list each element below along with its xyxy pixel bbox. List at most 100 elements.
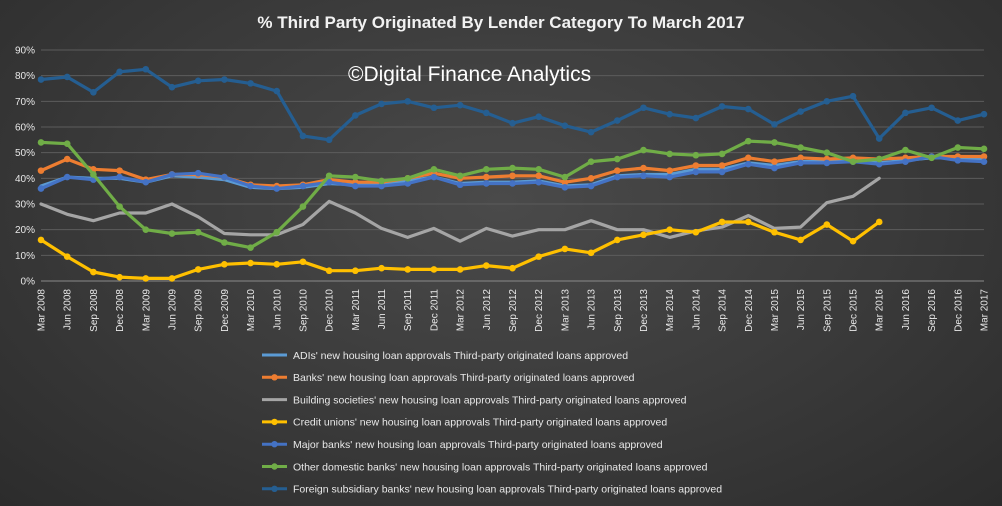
data-point xyxy=(404,98,412,105)
data-point xyxy=(587,175,595,182)
data-point xyxy=(299,203,307,210)
legend-marker xyxy=(271,463,278,470)
data-point xyxy=(744,137,752,145)
data-point xyxy=(666,173,673,181)
x-tick-label: Sep 2010 xyxy=(298,289,309,332)
data-point xyxy=(561,178,569,186)
data-point xyxy=(823,159,831,167)
data-point xyxy=(378,177,385,185)
data-point xyxy=(168,83,176,91)
x-axis: Mar 2008 Jun 2008 Sep 2008 Dec 2008 Mar 2009… xyxy=(37,289,991,332)
data-point xyxy=(823,149,831,156)
data-point xyxy=(378,182,385,190)
legend: ADIs' new housing loan approvals Third-p… xyxy=(262,350,722,496)
data-point xyxy=(37,139,45,146)
data-point xyxy=(430,173,438,181)
data-point xyxy=(168,230,176,237)
data-point xyxy=(378,100,385,108)
data-point xyxy=(63,140,71,147)
data-point xyxy=(194,266,202,273)
data-point xyxy=(483,173,490,181)
data-point xyxy=(613,117,621,124)
x-tick-label: Dec 2011 xyxy=(429,289,440,332)
data-point xyxy=(849,92,857,100)
data-point xyxy=(666,167,673,174)
x-tick-label: Sep 2012 xyxy=(508,289,519,332)
x-tick-label: Dec 2009 xyxy=(220,289,231,332)
data-point xyxy=(299,132,307,140)
data-point xyxy=(273,185,281,192)
data-point xyxy=(430,104,438,112)
data-point xyxy=(116,173,123,181)
data-point xyxy=(430,266,438,273)
data-point xyxy=(666,150,673,158)
data-point xyxy=(404,180,412,187)
legend-item: Banks' new housing loan approvals Third-… xyxy=(262,372,635,384)
data-point xyxy=(771,228,778,236)
data-point xyxy=(587,249,595,257)
data-point xyxy=(430,166,438,173)
data-point xyxy=(980,110,988,118)
series-line xyxy=(39,139,986,250)
x-tick-label: Sep 2009 xyxy=(194,289,205,332)
legend-label: Other domestic banks' new housing loan a… xyxy=(293,461,708,473)
x-tick-label: Sep 2008 xyxy=(89,289,100,332)
x-tick-label: Mar 2013 xyxy=(560,289,571,332)
legend-label: Foreign subsidiary banks' new housing lo… xyxy=(293,484,722,496)
legend-label: Credit unions' new housing loan approval… xyxy=(293,417,667,429)
data-point xyxy=(613,236,621,244)
data-point xyxy=(247,244,254,251)
data-point xyxy=(509,264,516,272)
legend-marker xyxy=(271,418,278,426)
data-point xyxy=(561,122,569,130)
legend-item: ADIs' new housing loan approvals Third-p… xyxy=(262,350,628,362)
data-point xyxy=(90,171,97,178)
data-point xyxy=(221,239,228,246)
data-point xyxy=(771,158,778,165)
x-tick-label: Jun 2013 xyxy=(587,289,598,331)
data-point xyxy=(535,113,542,121)
data-point xyxy=(142,65,150,73)
data-point xyxy=(63,173,71,181)
data-point xyxy=(325,136,333,144)
data-point xyxy=(116,273,123,281)
data-point xyxy=(718,103,726,110)
x-tick-label: Dec 2013 xyxy=(639,289,650,332)
data-point xyxy=(587,158,595,165)
x-tick-label: Jun 2014 xyxy=(691,289,702,331)
data-point xyxy=(509,172,516,180)
data-point xyxy=(744,154,752,162)
data-point xyxy=(797,144,804,151)
data-point xyxy=(849,237,857,245)
data-point xyxy=(771,164,778,172)
x-tick-label: Sep 2011 xyxy=(403,289,414,332)
data-point xyxy=(613,155,621,163)
legend-marker xyxy=(271,374,278,381)
data-point xyxy=(797,154,804,162)
x-tick-label: Mar 2017 xyxy=(980,289,991,332)
x-tick-label: Dec 2008 xyxy=(115,289,126,332)
series-line xyxy=(39,176,881,243)
series-6 xyxy=(37,137,988,251)
x-tick-label: Mar 2011 xyxy=(351,289,362,331)
data-point xyxy=(613,167,621,174)
data-point xyxy=(718,150,726,158)
legend-item: Other domestic banks' new housing loan a… xyxy=(262,461,708,473)
data-point xyxy=(718,168,726,176)
data-point xyxy=(875,135,883,142)
data-point xyxy=(823,221,831,228)
data-point xyxy=(797,108,804,115)
data-point xyxy=(116,203,123,210)
x-tick-label: Mar 2008 xyxy=(37,289,48,332)
data-point xyxy=(116,167,123,174)
data-point xyxy=(980,145,988,153)
data-point xyxy=(273,228,281,236)
data-point xyxy=(875,160,883,168)
x-tick-label: Mar 2015 xyxy=(770,289,781,332)
data-point xyxy=(640,146,647,154)
series-5 xyxy=(37,153,988,192)
data-point xyxy=(535,172,542,180)
data-point xyxy=(640,172,647,180)
legend-marker xyxy=(271,441,278,448)
